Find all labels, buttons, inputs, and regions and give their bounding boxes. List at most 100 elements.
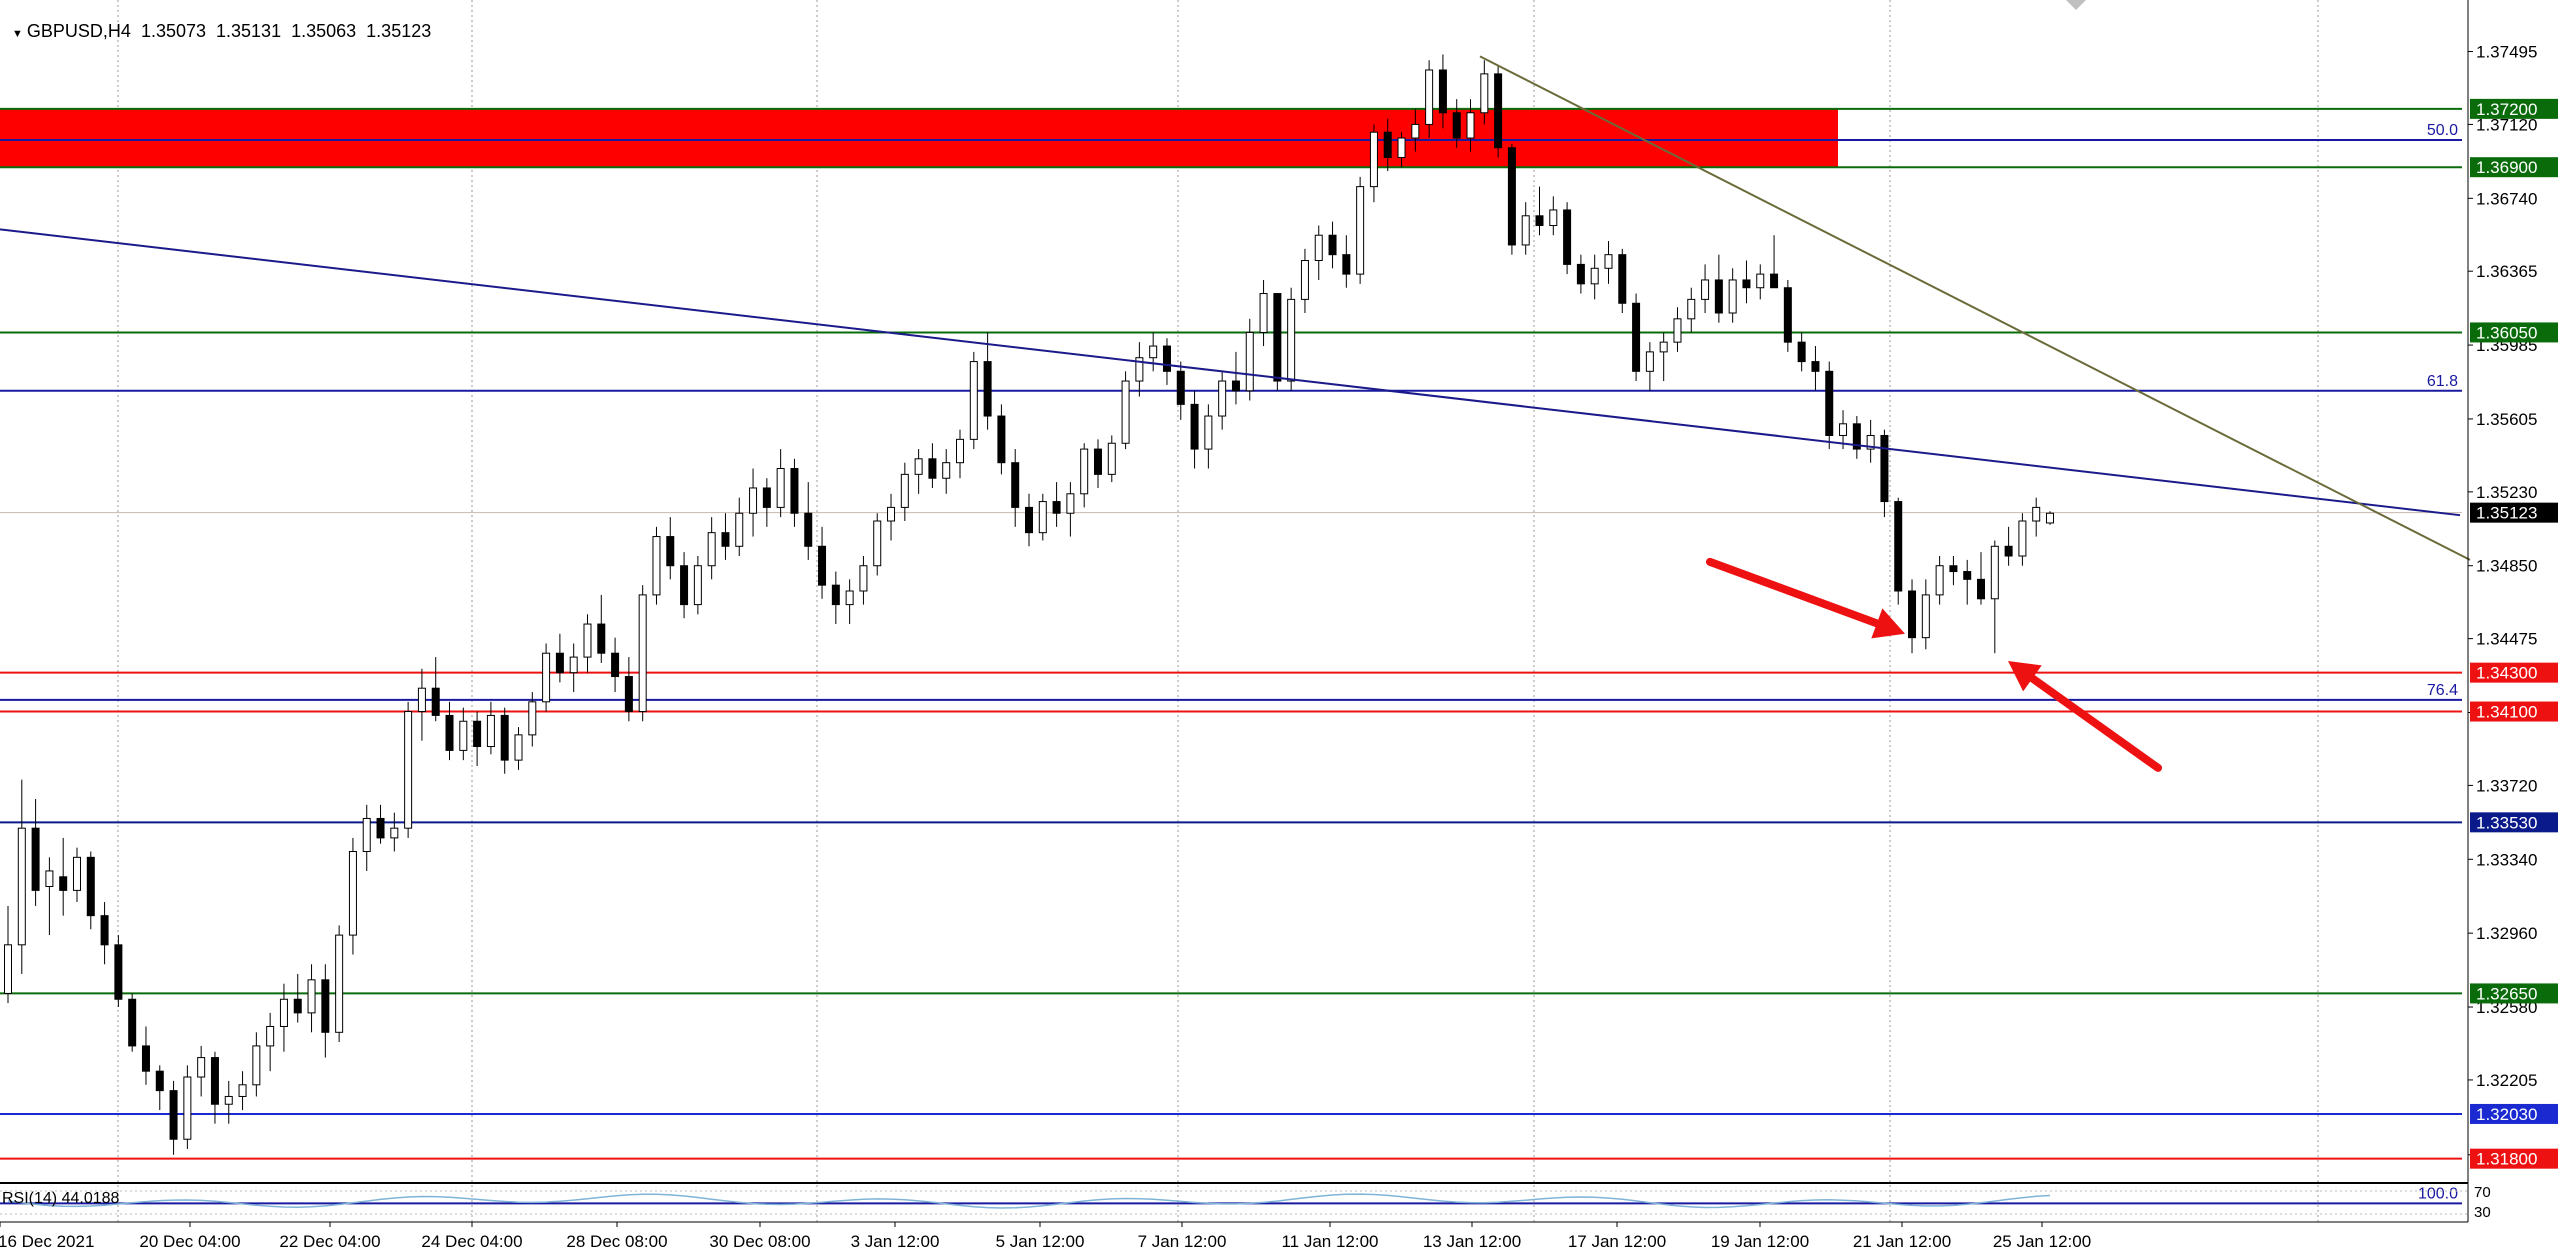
candle-body <box>1176 370 1185 405</box>
candle-body <box>1300 260 1309 300</box>
price-label-text: 1.36050 <box>2476 323 2537 342</box>
candle <box>1452 99 1461 148</box>
candle-body <box>845 590 854 606</box>
candle-body <box>1618 254 1627 304</box>
price-axis-label: 1.34475 <box>2476 630 2537 649</box>
candle-body <box>652 536 661 596</box>
candle-body <box>1411 123 1420 139</box>
candle <box>1121 371 1130 450</box>
candle <box>4 905 12 1004</box>
candle <box>266 1012 275 1072</box>
candle <box>1204 404 1213 469</box>
candle <box>141 1026 150 1085</box>
time-axis-label: 7 Jan 12:00 <box>1138 1232 1227 1251</box>
price-label-text: 1.32650 <box>2476 984 2537 1003</box>
candle-body <box>1369 131 1378 188</box>
candle <box>1949 556 1958 586</box>
candle-body <box>583 623 592 658</box>
price-label-box <box>2470 983 2558 1004</box>
candle <box>1852 416 1861 459</box>
candle-body <box>1935 565 1944 596</box>
candle <box>776 449 785 518</box>
candle-body <box>1590 267 1599 285</box>
candle <box>583 614 592 673</box>
candle <box>321 964 330 1058</box>
candle <box>638 585 647 722</box>
candle <box>1701 264 1710 313</box>
candle <box>1328 221 1337 269</box>
candle <box>1990 540 1999 654</box>
candle-body <box>86 856 95 917</box>
candle <box>859 556 868 605</box>
candle-body <box>1894 501 1903 592</box>
candle <box>1687 287 1696 333</box>
candle <box>128 993 137 1052</box>
candle-body <box>1521 215 1530 246</box>
candle-body <box>431 687 440 716</box>
candle-body <box>2004 545 2013 557</box>
candle-body <box>983 361 992 417</box>
candle-body <box>1728 279 1737 314</box>
candle <box>86 851 95 930</box>
candle <box>17 779 26 974</box>
candle-body <box>1839 423 1848 436</box>
candle <box>362 804 371 871</box>
candle <box>473 711 482 766</box>
candle-body <box>638 594 647 713</box>
candle <box>804 482 813 560</box>
candle <box>417 668 426 741</box>
candle <box>1549 196 1558 236</box>
price-label-box <box>2470 701 2558 722</box>
candle-body <box>1908 590 1917 639</box>
candle-body <box>859 565 868 592</box>
candle <box>1604 241 1613 284</box>
candle <box>1066 482 1075 537</box>
price-label-box <box>2470 812 2558 833</box>
candle <box>1287 287 1296 391</box>
candle <box>942 449 951 494</box>
candle <box>1521 202 1530 255</box>
candle-body <box>2046 512 2054 524</box>
candle <box>335 925 344 1043</box>
price-label-text: 1.36900 <box>2476 158 2537 177</box>
candle-body <box>321 979 330 1033</box>
candle <box>1866 419 1875 463</box>
candle-body <box>500 714 509 761</box>
candle-body <box>417 687 426 713</box>
time-axis-label: 20 Dec 04:00 <box>139 1232 240 1251</box>
candle-body <box>1549 209 1558 227</box>
price-axis-label: 1.35230 <box>2476 483 2537 502</box>
candle <box>100 902 109 965</box>
candle-body <box>997 415 1006 464</box>
trendline <box>1479 55 2471 561</box>
rsi-scale-label: 70 <box>2474 1184 2491 1201</box>
candle-body <box>1231 380 1240 392</box>
candle-body <box>1259 293 1268 333</box>
candle <box>1025 493 1033 547</box>
candle-body <box>1921 594 1930 639</box>
candle-body <box>1093 448 1102 475</box>
candle-body <box>1480 73 1489 114</box>
candle-body <box>59 876 68 891</box>
candle-body <box>445 714 454 751</box>
candle-body <box>1383 131 1392 158</box>
candle <box>914 449 923 494</box>
candle <box>569 643 578 693</box>
candle-body <box>293 998 302 1014</box>
supply-zone <box>0 108 1838 168</box>
candle-body <box>224 1095 233 1105</box>
time-axis-label: 5 Jan 12:00 <box>996 1232 1085 1251</box>
candle <box>1659 332 1668 382</box>
price-label-text: 1.34100 <box>2476 703 2537 722</box>
candle-body <box>1438 69 1447 114</box>
price-label-box <box>2470 1103 2558 1124</box>
fib-level-label: 100.0 <box>2418 1185 2458 1202</box>
candle <box>1093 439 1102 488</box>
candle <box>1935 556 1944 605</box>
annotation-arrow-head <box>1871 608 1905 639</box>
candle-body <box>928 458 937 479</box>
candle <box>1783 279 1792 352</box>
price-axis-label: 1.33720 <box>2476 776 2537 795</box>
